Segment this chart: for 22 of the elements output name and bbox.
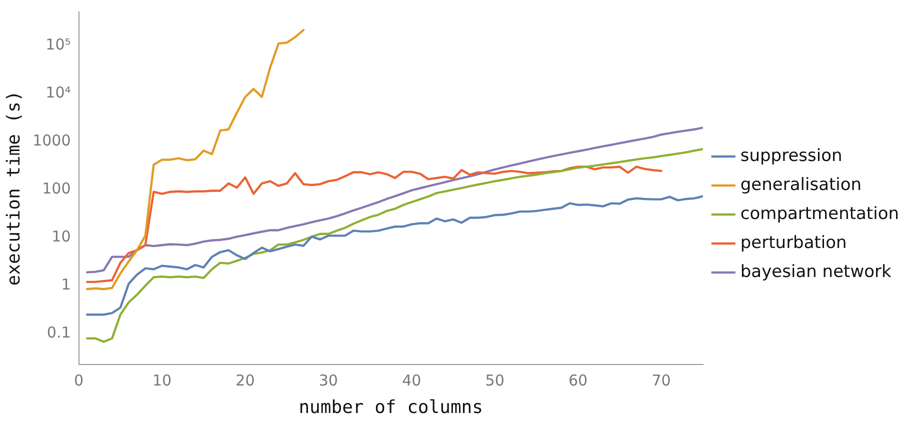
y-axis-title: execution time (s) [3, 90, 24, 286]
y-tick-label: 1000 [32, 132, 71, 150]
x-axis-title: number of columns [298, 396, 483, 418]
x-tick-label: 30 [318, 371, 338, 390]
legend-label: suppression [740, 146, 842, 166]
x-tick-label: 60 [568, 371, 588, 390]
legend-label: bayesian network [740, 262, 892, 282]
y-tick-label: 100 [42, 180, 71, 198]
x-tick-label: 20 [236, 371, 255, 390]
x-tick-label: 10 [152, 371, 172, 390]
x-tick-label: 40 [402, 371, 422, 390]
legend-label: perturbation [740, 232, 847, 253]
y-tick-label: 10⁴ [46, 83, 71, 102]
x-tick-label: 50 [485, 371, 504, 390]
y-tick-label: 1 [61, 276, 71, 294]
y-tick-label: 10⁵ [46, 35, 71, 54]
x-tick-label: 70 [652, 371, 671, 390]
legend-label: generalisation [740, 174, 862, 195]
legend-label: compartmentation [740, 204, 900, 224]
y-tick-label: 0.1 [46, 324, 71, 342]
y-tick-label: 10 [52, 228, 71, 246]
x-tick-label: 0 [74, 371, 84, 390]
